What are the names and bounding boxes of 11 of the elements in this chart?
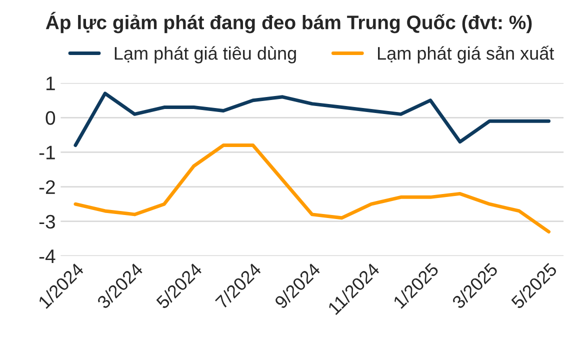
y-tick-label: -2 (39, 180, 55, 194)
y-tick-label: 1 (46, 76, 55, 90)
line-series (74, 92, 550, 148)
y-tick-label: -1 (39, 146, 55, 160)
line-series (74, 144, 550, 234)
chart-title: Áp lực giảm phát đang đeo bám Trung Quốc (đvt: %) (46, 12, 532, 34)
y-tick-label: 0 (46, 111, 56, 125)
y-tick-label: -4 (39, 250, 56, 263)
y-tick-label: -3 (39, 214, 55, 229)
legend-label: Lạm phát giá tiêu dùng (114, 46, 296, 64)
legend-label: Lạm phát giá sản xuất (378, 46, 554, 64)
